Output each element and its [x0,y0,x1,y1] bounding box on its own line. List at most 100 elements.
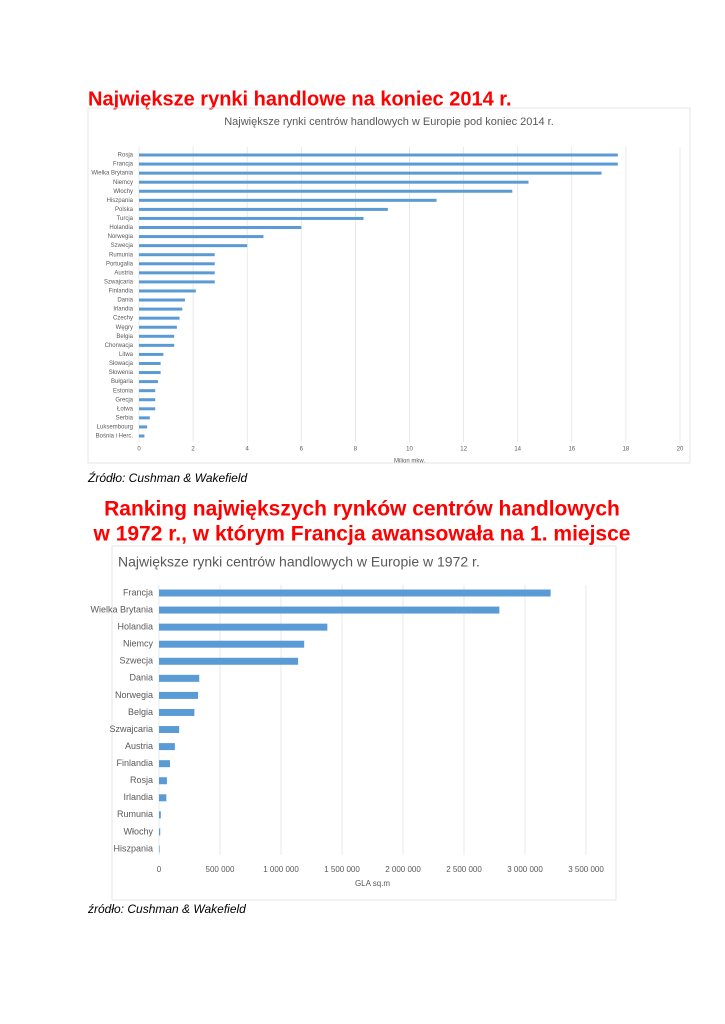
category-label: Szwajcaria [104,279,134,285]
bar [139,216,364,220]
bar [159,708,195,716]
bar [139,425,148,429]
bar [139,416,150,420]
bar [139,371,161,375]
bar [139,380,158,384]
x-tick-label: 0 [137,447,141,453]
bar [159,845,160,853]
category-label: Francja [113,162,134,168]
category-label: Serbia [116,415,134,421]
x-tick-label: 2 500 000 [446,865,482,874]
bar [139,244,248,248]
x-tick-label: 3 000 000 [507,865,543,874]
x-tick-label: 0 [157,865,162,874]
bar [159,691,199,699]
category-label: Hiszpania [113,843,153,853]
bar [159,794,167,802]
category-label: Rosja [118,153,134,159]
bar [139,153,618,157]
category-label: Finlandia [116,758,153,768]
bar [139,298,185,302]
heading: Ranking największych rynków centrów hand… [104,498,620,521]
chart-frame [87,107,691,464]
bar [139,262,215,266]
bar [139,235,264,239]
bar [139,207,388,211]
x-tick-label: 10 [406,447,413,453]
category-label: Bośnia i Herc. [96,434,134,440]
category-label: Chorwacja [105,343,134,349]
bar [139,307,183,311]
category-label: Norwegia [115,690,153,700]
category-label: Dania [129,673,153,683]
category-label: Austria [125,741,153,751]
bar [159,760,170,768]
bar [159,589,551,597]
bar [139,289,196,293]
x-tick-label: 2 [191,447,195,453]
x-tick-label: 4 [246,447,250,453]
category-label: Słowenia [109,370,134,376]
bar [139,280,215,284]
category-label: Niemcy [113,180,133,186]
bar [139,162,618,166]
category-label: Rosja [130,775,153,785]
bar [139,226,302,230]
x-axis-label: GLA sq.m [355,879,390,888]
chart-frame [111,545,617,901]
category-label: Irlandia [113,307,133,313]
x-axis-label: Milion mkw. [394,459,425,465]
category-label: Francja [123,587,153,597]
bar [139,171,602,175]
category-label: Słowacja [109,361,134,367]
x-tick-label: 14 [514,447,521,453]
category-label: Włochy [123,826,153,836]
category-label: Niemcy [123,639,154,649]
category-label: Austria [114,270,133,276]
chart-title: Największe rynki centrów handlowych w Eu… [118,554,480,570]
category-label: Rumunia [109,252,134,258]
bar [159,606,500,614]
category-label: Irlandia [123,792,153,802]
category-label: Włochy [113,189,133,195]
category-label: Łotwa [117,406,134,412]
bar [139,316,180,320]
category-label: Szwecja [119,656,153,666]
x-tick-label: 2 000 000 [385,865,421,874]
x-tick-label: 8 [354,447,358,453]
category-label: Litwa [119,352,134,358]
category-label: Turcja [117,216,134,222]
bar [139,389,156,393]
category-label: Holandia [117,622,153,632]
heading: w 1972 r., w którym Francja awansowała n… [93,523,631,546]
bar [159,811,161,819]
category-label: Belgia [128,707,153,717]
category-label: Finlandia [109,289,134,295]
bar [139,434,145,438]
x-tick-label: 20 [677,447,684,453]
category-label: Holandia [109,225,133,231]
category-label: Grecja [115,397,133,403]
bar [159,726,180,734]
x-tick-label: 16 [568,447,575,453]
category-label: Rumunia [117,809,153,819]
bar [159,640,305,648]
bar [139,180,529,184]
category-label: Hiszpania [107,198,134,204]
bar [139,271,215,275]
bar [159,743,175,751]
x-tick-label: 500 000 [206,865,235,874]
category-label: Belgia [116,334,133,340]
category-label: Estonia [113,388,134,394]
category-label: Czechy [113,316,133,322]
category-label: Szwajcaria [109,724,153,734]
bar [139,398,156,402]
source: źródło: Cushman & Wakefield [87,902,246,916]
bar [159,828,161,836]
bar [159,674,200,682]
bar [139,352,164,356]
bar [139,253,215,257]
chart-title: Największe rynki centrów handlowych w Eu… [224,116,554,128]
bar [139,189,513,193]
